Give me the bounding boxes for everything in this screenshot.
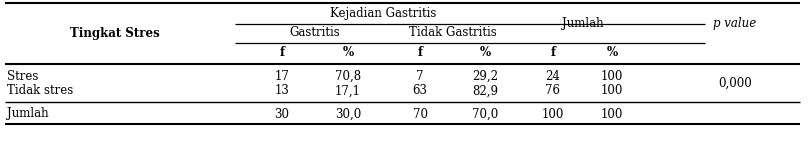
Text: %: % xyxy=(343,46,353,60)
Text: 82,9: 82,9 xyxy=(472,85,498,98)
Text: 100: 100 xyxy=(601,107,623,120)
Text: %: % xyxy=(480,46,491,60)
Text: 100: 100 xyxy=(601,69,623,82)
Text: Gastritis: Gastritis xyxy=(290,27,340,40)
Text: f: f xyxy=(417,46,423,60)
Text: Tidak stres: Tidak stres xyxy=(7,85,73,98)
Text: 76: 76 xyxy=(545,85,561,98)
Text: Stres: Stres xyxy=(7,69,38,82)
Text: 70,0: 70,0 xyxy=(472,107,498,120)
Text: %: % xyxy=(607,46,617,60)
Text: f: f xyxy=(551,46,556,60)
Text: 63: 63 xyxy=(412,85,428,98)
Text: Tingkat Stres: Tingkat Stres xyxy=(70,27,160,40)
Text: 29,2: 29,2 xyxy=(472,69,498,82)
Text: Tidak Gastritis: Tidak Gastritis xyxy=(408,27,497,40)
Text: Kejadian Gastritis: Kejadian Gastritis xyxy=(330,7,437,20)
Text: 30: 30 xyxy=(275,107,289,120)
Text: Jumlah: Jumlah xyxy=(7,107,49,120)
Text: 17,1: 17,1 xyxy=(335,85,361,98)
Text: 13: 13 xyxy=(275,85,289,98)
Text: 70: 70 xyxy=(412,107,428,120)
Text: 24: 24 xyxy=(546,69,561,82)
Text: 17: 17 xyxy=(275,69,289,82)
Text: 30,0: 30,0 xyxy=(335,107,361,120)
Text: p value: p value xyxy=(714,16,757,29)
Text: 0,000: 0,000 xyxy=(718,77,752,90)
Text: Jumlah: Jumlah xyxy=(561,16,603,29)
Text: f: f xyxy=(279,46,284,60)
Text: 100: 100 xyxy=(601,85,623,98)
Text: 100: 100 xyxy=(542,107,565,120)
Text: 7: 7 xyxy=(416,69,424,82)
Text: 70,8: 70,8 xyxy=(335,69,361,82)
